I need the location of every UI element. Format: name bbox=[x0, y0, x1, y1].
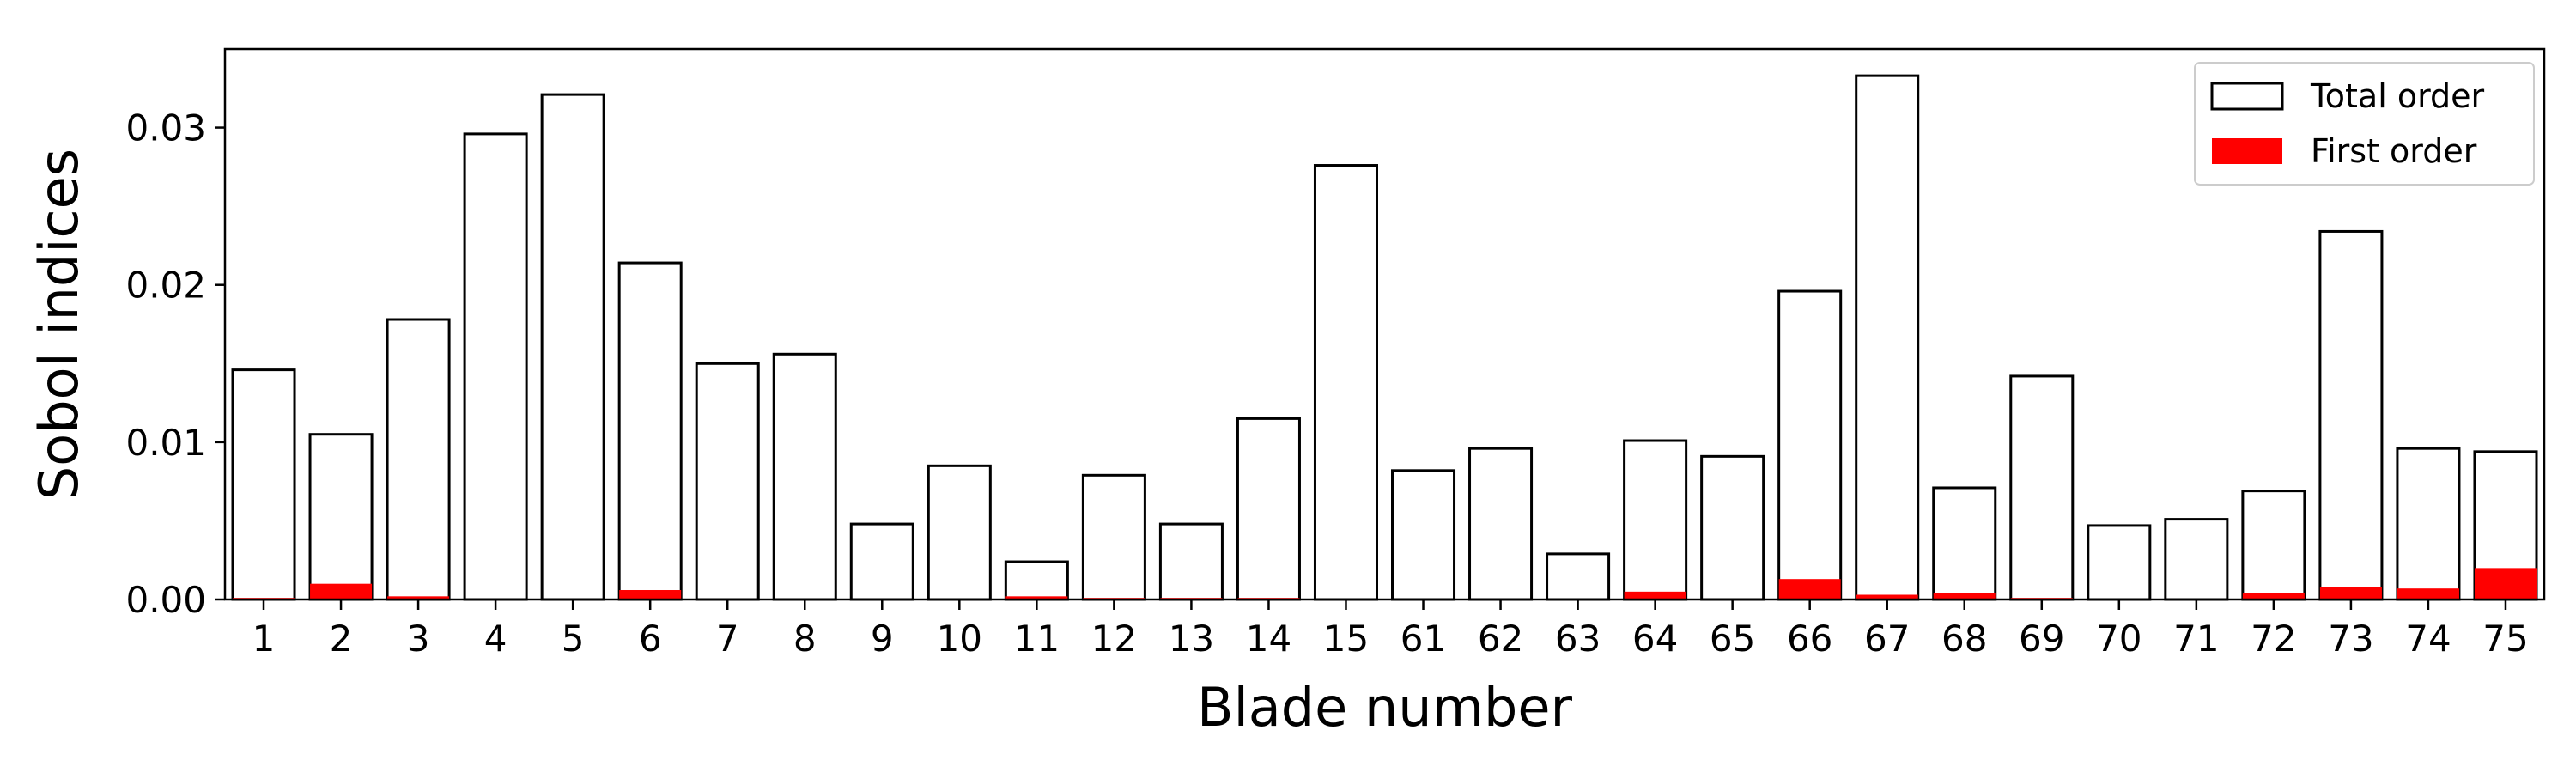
first-order-bar-2 bbox=[310, 583, 373, 600]
total-order-bar-74 bbox=[2396, 447, 2461, 601]
legend-label-total-order: Total order bbox=[2310, 77, 2485, 115]
total-order-bar-63 bbox=[1546, 552, 1611, 601]
total-order-bar-9 bbox=[849, 522, 914, 601]
first-order-bar-3 bbox=[387, 596, 450, 600]
x-tick-label: 65 bbox=[1710, 618, 1755, 660]
x-tick-label: 72 bbox=[2251, 618, 2296, 660]
x-tick-label: 67 bbox=[1864, 618, 1910, 660]
x-tick-label: 13 bbox=[1169, 618, 1214, 660]
x-axis-title: Blade number bbox=[1197, 676, 1572, 739]
x-tick-label: 66 bbox=[1787, 618, 1832, 660]
first-order-bar-72 bbox=[2242, 593, 2305, 600]
total-order-bar-72 bbox=[2241, 490, 2306, 601]
x-tick-label: 2 bbox=[330, 618, 353, 660]
x-tick-label: 4 bbox=[484, 618, 507, 660]
total-order-bar-62 bbox=[1468, 447, 1534, 601]
x-tick-label: 5 bbox=[562, 618, 585, 660]
x-tick-label: 71 bbox=[2173, 618, 2219, 660]
first-order-bar-68 bbox=[1933, 593, 1996, 600]
y-tick-label: 0.03 bbox=[125, 107, 206, 149]
total-order-bar-12 bbox=[1081, 473, 1146, 601]
total-order-bar-61 bbox=[1391, 469, 1456, 601]
x-tick-label: 1 bbox=[252, 618, 276, 660]
first-order-bars bbox=[233, 568, 2537, 600]
first-order-bar-64 bbox=[1624, 591, 1686, 600]
first-order-bar-67 bbox=[1856, 594, 1918, 600]
first-order-bar-6 bbox=[619, 590, 682, 600]
x-tick-label: 9 bbox=[871, 618, 894, 660]
x-tick-label: 69 bbox=[2019, 618, 2064, 660]
x-axis-ticks: 1 2 3 4 5 6 7 8 9 10 11 12 13 14 15 61 62 63 64 65 66 67 68 69 7… bbox=[252, 600, 2529, 660]
total-order-bar-65 bbox=[1700, 454, 1765, 601]
total-order-bar-8 bbox=[772, 352, 837, 601]
first-order-bar-75 bbox=[2474, 568, 2537, 600]
total-order-bar-1 bbox=[231, 368, 296, 601]
total-order-bar-15 bbox=[1313, 164, 1378, 601]
x-tick-label: 3 bbox=[407, 618, 430, 660]
total-order-bar-71 bbox=[2164, 518, 2229, 601]
x-tick-label: 6 bbox=[639, 618, 662, 660]
x-tick-label: 8 bbox=[793, 618, 817, 660]
x-tick-label: 64 bbox=[1632, 618, 1678, 660]
total-order-bar-2 bbox=[308, 433, 374, 601]
total-order-bar-13 bbox=[1158, 522, 1224, 601]
total-order-bar-67 bbox=[1855, 74, 1920, 601]
x-tick-label: 75 bbox=[2482, 618, 2528, 660]
first-order-bar-73 bbox=[2319, 587, 2382, 600]
total-order-bar-3 bbox=[386, 318, 451, 601]
total-order-bar-4 bbox=[463, 132, 528, 601]
y-tick-label: 0.01 bbox=[125, 422, 206, 464]
x-tick-label: 12 bbox=[1091, 618, 1137, 660]
total-order-bar-66 bbox=[1777, 289, 1843, 601]
total-order-bar-73 bbox=[2318, 229, 2384, 601]
x-tick-label: 11 bbox=[1014, 618, 1060, 660]
x-tick-label: 61 bbox=[1400, 618, 1446, 660]
total-order-bar-69 bbox=[2009, 374, 2075, 601]
plot-area-frame bbox=[223, 47, 2546, 601]
y-tick-label: 0.02 bbox=[125, 265, 206, 307]
total-order-bar-10 bbox=[927, 464, 992, 601]
x-tick-label: 70 bbox=[2096, 618, 2142, 660]
total-order-bar-6 bbox=[617, 261, 683, 601]
y-tick-label: 0.00 bbox=[125, 579, 206, 621]
total-order-bar-7 bbox=[695, 362, 760, 601]
x-tick-label: 7 bbox=[716, 618, 739, 660]
y-axis-title: Sobol indices bbox=[27, 149, 90, 500]
legend-label-first-order: First order bbox=[2311, 132, 2477, 170]
x-tick-label: 73 bbox=[2328, 618, 2373, 660]
legend-swatch-first-order bbox=[2212, 138, 2282, 164]
total-order-bar-14 bbox=[1236, 417, 1301, 601]
x-tick-label: 15 bbox=[1323, 618, 1369, 660]
total-order-bar-64 bbox=[1623, 439, 1688, 601]
x-tick-label: 14 bbox=[1246, 618, 1291, 660]
first-order-bar-74 bbox=[2397, 588, 2459, 600]
y-axis-ticks: 0.00 0.01 0.02 0.03 bbox=[125, 107, 225, 621]
total-order-bar-68 bbox=[1932, 486, 1997, 601]
total-order-bar-5 bbox=[540, 93, 605, 601]
x-tick-label: 10 bbox=[937, 618, 982, 660]
x-tick-label: 62 bbox=[1478, 618, 1523, 660]
total-order-bar-70 bbox=[2087, 524, 2152, 601]
total-order-bars bbox=[231, 74, 2538, 601]
first-order-bar-11 bbox=[1005, 596, 1068, 600]
x-tick-label: 63 bbox=[1555, 618, 1601, 660]
legend-swatch-total-order bbox=[2210, 82, 2284, 111]
x-tick-label: 74 bbox=[2405, 618, 2451, 660]
legend: Total order First order bbox=[2194, 62, 2535, 186]
total-order-bar-11 bbox=[1004, 560, 1069, 601]
x-tick-label: 68 bbox=[1941, 618, 1987, 660]
first-order-bar-66 bbox=[1778, 579, 1841, 600]
